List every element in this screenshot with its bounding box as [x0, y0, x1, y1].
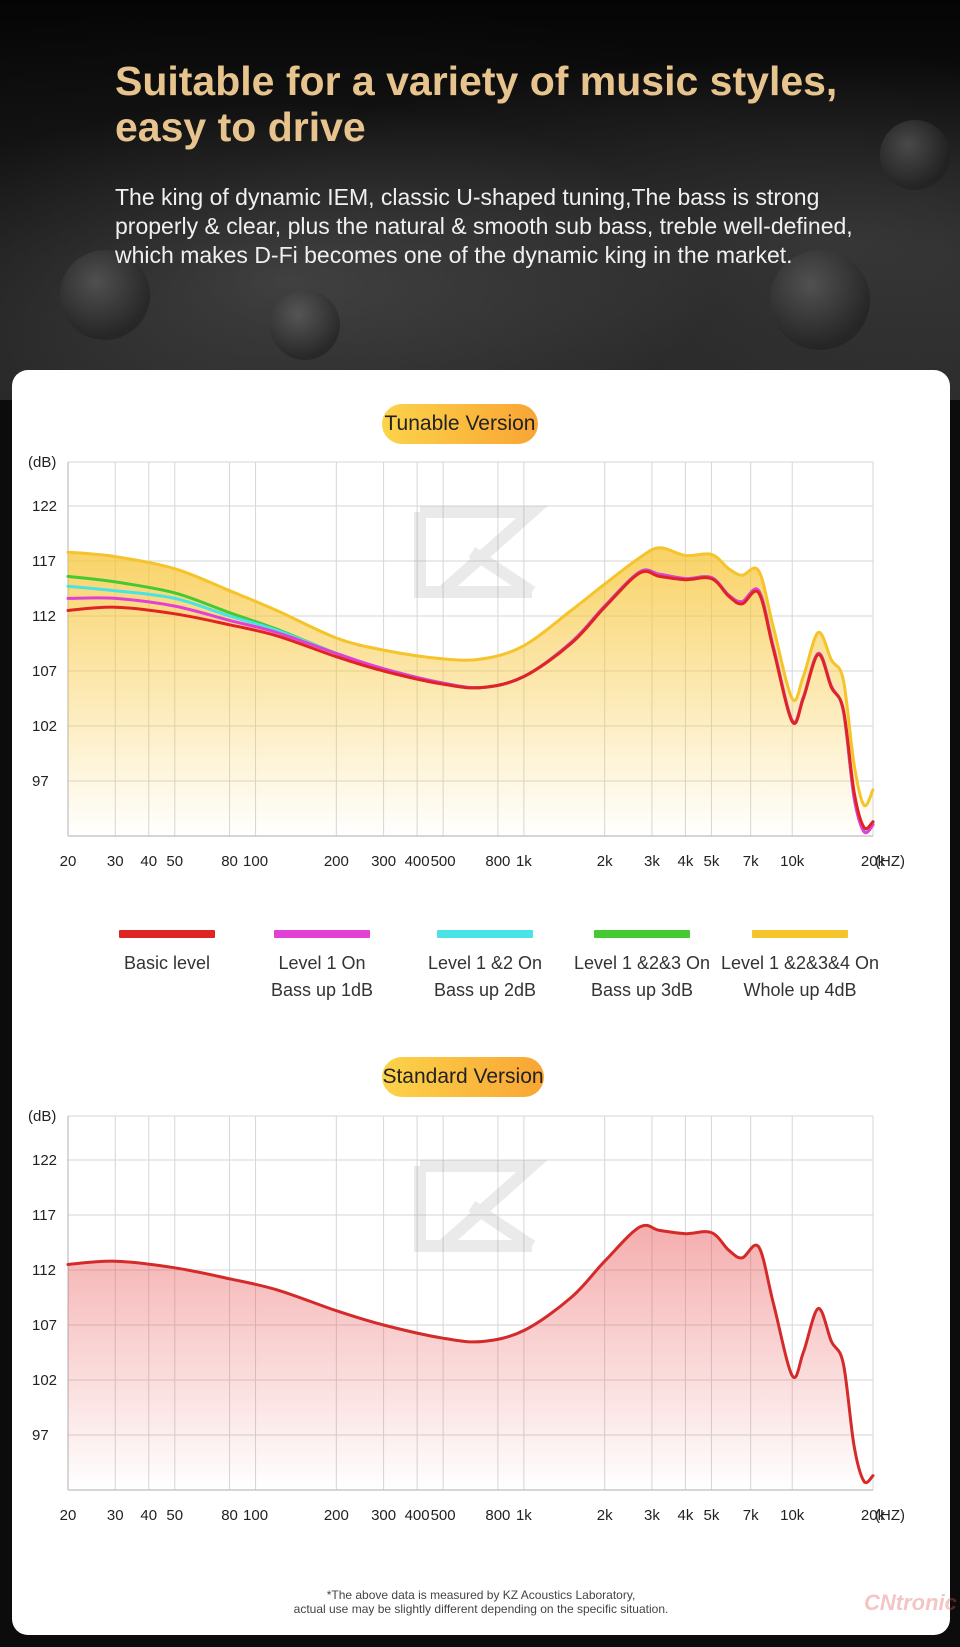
x-tick-label: 20	[60, 1507, 77, 1524]
mixer-knob-2	[270, 290, 340, 360]
standard-version-badge: Standard Version	[382, 1057, 544, 1097]
x-tick-label: 3k	[644, 1507, 660, 1524]
y-tick-label: 117	[32, 1207, 56, 1224]
x-tick-label: 200	[324, 1507, 349, 1524]
x-tick-label: 500	[431, 853, 456, 870]
legend-item-level123: Level 1 &2&3 On Bass up 3dB	[557, 930, 727, 1004]
kz-logo-icon	[414, 506, 548, 598]
x-tick-label: 800	[485, 1507, 510, 1524]
x-tick-label: 4k	[678, 1507, 694, 1524]
x-tick-label: 40	[140, 1507, 157, 1524]
y-axis-unit: (dB)	[28, 1108, 56, 1125]
series-line-0	[66, 1223, 875, 1485]
x-tick-label: 50	[166, 1507, 183, 1524]
x-tick-label: 4k	[678, 853, 694, 870]
x-tick-label: 20k	[861, 853, 886, 870]
x-tick-label: 7k	[743, 853, 759, 870]
legend-item-level1234: Level 1 &2&3&4 On Whole up 4dB	[715, 930, 885, 1004]
footnote-line-1: *The above data is measured by KZ Acoust…	[326, 1588, 636, 1602]
x-tick-label: 300	[371, 1507, 396, 1524]
x-tick-label: 10k	[780, 1507, 805, 1524]
tick-labels: 20 30 40 50 80 100 200 300 400 500 800 1k 2k 3k 4k 5k 7k…	[28, 1108, 905, 1524]
area-fill	[68, 547, 873, 836]
mixer-knob-3	[770, 250, 870, 350]
x-tick-label: 5k	[704, 853, 720, 870]
legend-label-level1234-2: Whole up 4dB	[743, 980, 857, 1000]
y-tick-label: 117	[32, 553, 56, 570]
mixer-knob-4	[880, 120, 950, 190]
measurement-footnote: *The above data is measured by KZ Acoust…	[12, 1588, 950, 1616]
intro-text: The king of dynamic IEM, classic U-shape…	[115, 184, 853, 268]
tick-labels: 20 30 40 50 80 100 200 300 400 500 800 1k 2k 3k 4k 5k 7k…	[28, 454, 905, 870]
legend-label-basic-1: Basic level	[123, 953, 211, 973]
x-tick-label: 10k	[780, 853, 805, 870]
legend-label-level1-2: Bass up 1dB	[270, 980, 374, 1000]
tunable-frequency-chart: 20 30 40 50 80 100 200 300 400 500 800 1k 2k 3k 4k 5k 7k…	[28, 454, 905, 870]
legend-swatch-level1234	[752, 930, 848, 938]
x-tick-label: 400	[405, 853, 430, 870]
legend-label-level123-1: Level 1 &2&3 On	[573, 953, 711, 973]
x-tick-label: 300	[371, 853, 396, 870]
x-axis-unit: (HZ)	[875, 853, 905, 870]
y-tick-label: 107	[32, 1317, 57, 1334]
y-tick-label: 122	[32, 1152, 57, 1169]
legend-swatch-level1	[274, 930, 370, 938]
x-tick-label: 100	[243, 853, 268, 870]
kz-logo-icon	[414, 1160, 548, 1252]
x-tick-label: 20	[60, 853, 77, 870]
x-tick-label: 800	[485, 853, 510, 870]
x-tick-label: 3k	[644, 853, 660, 870]
x-tick-label: 2k	[597, 1507, 613, 1524]
tunable-version-badge: Tunable Version	[382, 404, 538, 444]
y-axis-unit: (dB)	[28, 454, 56, 471]
hero-background: Suitable for a variety of music styles, …	[0, 0, 960, 400]
series-line-4	[66, 546, 875, 808]
legend-item-level1: Level 1 On Bass up 1dB	[237, 930, 407, 1004]
y-tick-label: 112	[32, 608, 56, 625]
mixer-knob-1	[60, 250, 150, 340]
x-tick-label: 100	[243, 1507, 268, 1524]
x-tick-label: 1k	[516, 853, 532, 870]
legend-swatch-basic	[119, 930, 215, 938]
legend-swatch-level123	[594, 930, 690, 938]
legend-label-level123-2: Bass up 3dB	[590, 980, 694, 1000]
x-tick-label: 30	[107, 853, 124, 870]
site-watermark: CNtronic	[864, 1590, 957, 1615]
footnote-line-2: actual use may be slightly different dep…	[293, 1602, 669, 1616]
y-tick-label: 97	[32, 1427, 49, 1444]
y-tick-label: 102	[32, 1372, 57, 1389]
x-tick-label: 1k	[516, 1507, 532, 1524]
x-tick-label: 5k	[704, 1507, 720, 1524]
legend-label-level12-2: Bass up 2dB	[433, 980, 537, 1000]
x-tick-label: 50	[166, 853, 183, 870]
y-tick-label: 97	[32, 773, 49, 790]
x-tick-label: 80	[221, 1507, 238, 1524]
x-tick-label: 7k	[743, 1507, 759, 1524]
legend-label-level1234-1: Level 1 &2&3&4 On	[720, 953, 880, 973]
y-tick-label: 102	[32, 718, 57, 735]
y-tick-label: 112	[32, 1262, 56, 1279]
x-tick-label: 200	[324, 853, 349, 870]
area-fill	[68, 1225, 873, 1490]
standard-frequency-chart: 20 30 40 50 80 100 200 300 400 500 800 1k 2k 3k 4k 5k 7k…	[28, 1108, 905, 1524]
tunable-legend: Basic level Level 1 On Bass up 1dB Level…	[82, 930, 922, 1020]
y-tick-label: 107	[32, 663, 57, 680]
legend-swatch-level12	[437, 930, 533, 938]
x-axis-unit: (HZ)	[875, 1507, 905, 1524]
y-tick-label: 122	[32, 498, 57, 515]
legend-label-level1-1: Level 1 On	[278, 953, 366, 973]
x-tick-label: 40	[140, 853, 157, 870]
x-tick-label: 500	[431, 1507, 456, 1524]
legend-label-level12-1: Level 1 &2 On	[427, 953, 543, 973]
legend-item-basic: Basic level	[82, 930, 252, 977]
legend-item-level12: Level 1 &2 On Bass up 2dB	[400, 930, 570, 1004]
frequency-response-panel: Tunable Version 20 30 40 50 80 100 200 300 400 50…	[12, 370, 950, 1635]
page-title: Suitable for a variety of music styles, …	[115, 58, 838, 150]
series-line-0	[66, 569, 875, 831]
x-tick-label: 80	[221, 853, 238, 870]
x-tick-label: 2k	[597, 853, 613, 870]
x-tick-label: 30	[107, 1507, 124, 1524]
x-tick-label: 20k	[861, 1507, 886, 1524]
x-tick-label: 400	[405, 1507, 430, 1524]
